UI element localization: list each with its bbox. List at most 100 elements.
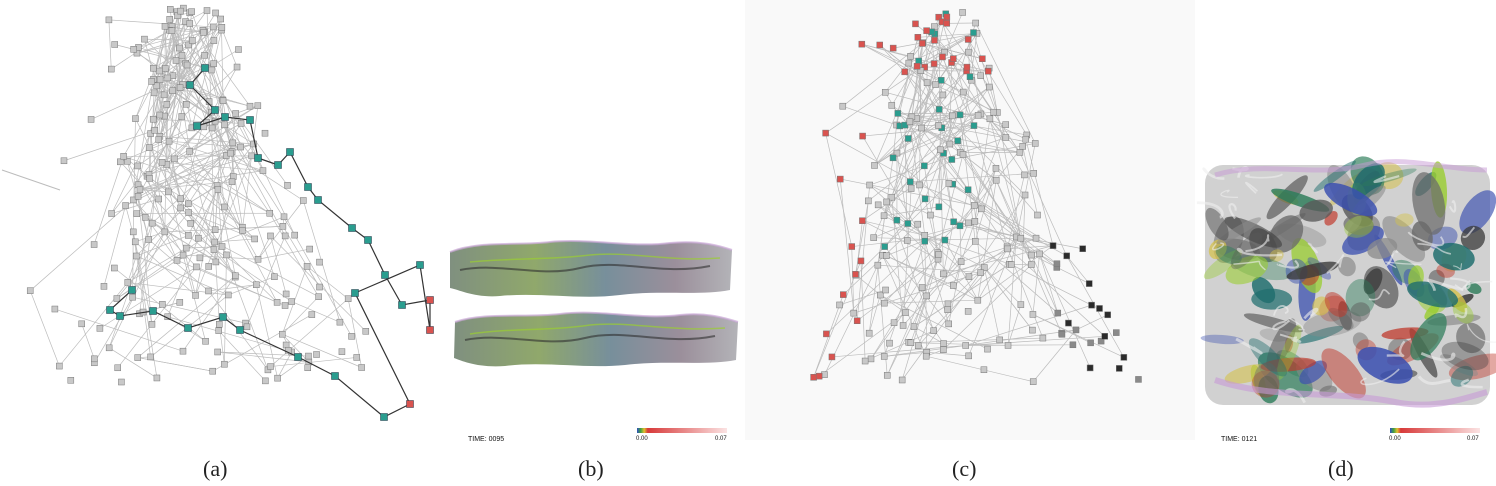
graph-node — [273, 299, 281, 306]
graph-node — [219, 97, 227, 105]
graph-node — [279, 330, 286, 338]
graph-node — [91, 355, 98, 363]
graph-node — [946, 140, 954, 148]
graph-node — [883, 252, 890, 259]
graph-node — [871, 162, 878, 169]
graph-node — [935, 122, 942, 129]
graph-node — [1104, 311, 1111, 319]
graph-node — [185, 232, 192, 239]
graph-node — [930, 327, 937, 334]
graph-node — [957, 258, 965, 265]
flow-blob — [1344, 215, 1374, 238]
graph-node — [161, 228, 169, 236]
flow-blob — [1286, 261, 1339, 280]
graph-node — [902, 309, 909, 316]
graph-node — [919, 40, 926, 47]
graph-node — [944, 300, 952, 308]
flow-highlight — [1303, 307, 1319, 320]
graph-node — [914, 342, 922, 349]
graph-node — [176, 299, 184, 306]
graph-node — [266, 209, 274, 217]
graph-node — [962, 342, 969, 349]
graph-node — [179, 251, 187, 259]
flow-blob — [1205, 207, 1229, 241]
graph-node — [281, 232, 289, 240]
flow-blob — [1215, 245, 1242, 265]
graph-node — [150, 64, 157, 72]
graph-node — [949, 112, 956, 120]
graph-node — [185, 200, 192, 208]
flow-blob — [1342, 225, 1384, 255]
graph-node — [837, 175, 844, 183]
flow-highlight — [1228, 203, 1237, 220]
graph-node — [344, 295, 352, 302]
graph-node — [1002, 121, 1010, 128]
graph-node — [1053, 260, 1061, 268]
colorbar-min-d: 0.00 — [1389, 436, 1401, 442]
graph-node — [966, 73, 974, 80]
graph-node — [166, 16, 173, 23]
graph-node — [1028, 251, 1035, 259]
flow-highlight — [1326, 254, 1345, 274]
graph-node — [876, 41, 883, 49]
graph-node — [215, 327, 222, 334]
graph-node — [937, 146, 944, 154]
graph-node — [918, 284, 926, 291]
graph-node — [1017, 301, 1025, 308]
flow-blob — [1410, 312, 1447, 361]
graph-node — [881, 243, 888, 250]
graph-node — [979, 55, 986, 62]
graph-node — [280, 213, 288, 221]
graph-node — [261, 129, 269, 137]
graph-node — [145, 236, 152, 243]
graph-node — [178, 51, 186, 59]
graph-node — [122, 202, 129, 209]
graph-node — [134, 193, 142, 200]
graph-node — [1028, 261, 1035, 268]
flow-blob — [1350, 302, 1371, 322]
graph-node — [956, 222, 964, 230]
graph-node — [939, 53, 946, 61]
graph-node — [921, 195, 929, 203]
path-node — [351, 289, 359, 297]
graph-node — [977, 269, 984, 276]
graph-node — [901, 121, 909, 129]
graph-node — [956, 111, 964, 119]
colorbar-d — [1390, 428, 1480, 433]
graph-node — [944, 306, 951, 313]
graph-node — [859, 132, 866, 140]
graph-node — [132, 115, 139, 122]
path-node — [416, 261, 424, 269]
flow-highlight — [1385, 250, 1399, 267]
flow-blob — [1448, 353, 1496, 381]
flow-highlight — [1453, 263, 1463, 270]
graph-node — [232, 272, 239, 279]
path-node — [186, 81, 194, 89]
path-node — [314, 196, 322, 204]
graph-node — [124, 158, 131, 165]
graph-node — [279, 223, 287, 230]
graph-node — [923, 27, 930, 34]
graph-node — [839, 102, 847, 110]
graph-node — [1016, 149, 1024, 156]
graph-node — [848, 243, 855, 250]
graph-node — [858, 40, 866, 48]
graph-node — [810, 374, 817, 381]
flow-blob — [1299, 360, 1327, 385]
flow-blob — [1296, 325, 1344, 344]
flow-highlight — [1233, 260, 1266, 271]
graph-node — [177, 195, 184, 202]
graph-node — [986, 83, 993, 91]
graph-node — [182, 244, 190, 252]
graph-node — [971, 218, 979, 225]
graph-node — [141, 35, 148, 43]
graph-node — [271, 273, 278, 280]
graph-node — [906, 118, 914, 126]
graph-node — [208, 124, 216, 132]
graph-node — [1029, 378, 1037, 385]
graph-node — [932, 81, 939, 88]
flow-blob — [1441, 341, 1489, 371]
graph-node — [117, 158, 124, 166]
graph-node — [910, 323, 918, 330]
graph-node — [914, 220, 922, 228]
